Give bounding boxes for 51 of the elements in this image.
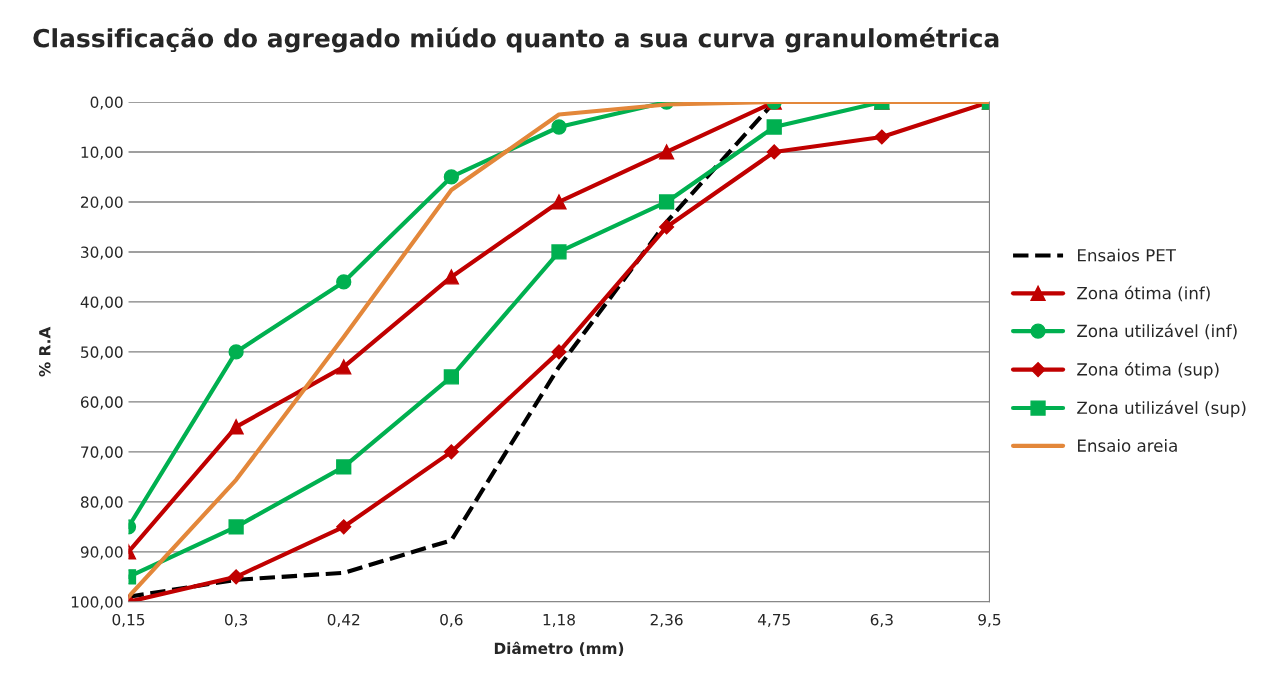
x-tick-label: 9,5 xyxy=(978,613,1001,627)
point xyxy=(443,444,459,460)
point xyxy=(336,459,352,475)
point xyxy=(228,569,244,585)
y-tick-label: 50,00 xyxy=(81,346,123,360)
y-tick-label: 80,00 xyxy=(80,496,123,510)
point xyxy=(228,519,244,535)
y-tick-label: 70,00 xyxy=(81,446,123,460)
point xyxy=(551,344,567,360)
x-axis-title: Diâmetro (mm) xyxy=(494,641,624,656)
point xyxy=(443,369,459,385)
y-tick-label: 0,00 xyxy=(90,96,123,110)
legend-label: Zona ótima (sup) xyxy=(1077,362,1219,379)
point xyxy=(658,144,675,160)
point xyxy=(551,119,567,135)
point xyxy=(228,419,244,435)
x-tick-label: 4,75 xyxy=(757,614,790,627)
point xyxy=(336,519,352,535)
point xyxy=(336,359,352,375)
x-tick-label: 0,15 xyxy=(112,613,145,627)
point xyxy=(874,129,890,145)
legend-label: Zona utilizável (inf) xyxy=(1077,323,1237,340)
point xyxy=(551,194,567,210)
y-tick-label: 30,00 xyxy=(81,246,123,260)
point xyxy=(658,194,675,210)
y-tick-label: 20,00 xyxy=(81,196,123,210)
point xyxy=(659,219,675,235)
y-tick-label: 90,00 xyxy=(80,546,123,560)
x-tick-label: 6,3 xyxy=(870,613,893,627)
legend-label: Ensaios PET xyxy=(1078,248,1176,262)
point xyxy=(443,169,459,185)
legend-label: Ensaio areia xyxy=(1078,438,1177,452)
x-tick-label: 0,3 xyxy=(224,613,248,627)
y-tick-label: 40,00 xyxy=(80,296,123,310)
point xyxy=(336,274,352,290)
point xyxy=(443,269,459,285)
x-tick-label: 0,6 xyxy=(440,613,463,627)
point xyxy=(766,119,782,135)
y-tick-label: 100,00 xyxy=(71,596,123,610)
y-tick-label: 10,00 xyxy=(81,146,123,160)
x-tick-label: 1,18 xyxy=(543,613,575,627)
y-axis-title: % R.A xyxy=(39,326,51,377)
point xyxy=(766,144,782,160)
legend-label: Zona ótima (inf) xyxy=(1077,285,1210,302)
point xyxy=(551,244,567,260)
x-tick-label: 2,36 xyxy=(650,613,683,627)
point xyxy=(228,344,244,360)
y-tick-label: 60,00 xyxy=(80,396,123,410)
legend-label: Zona utilizável (sup) xyxy=(1077,400,1246,418)
x-tick-label: 0,42 xyxy=(327,613,360,627)
chart-title: Classificação do agregado miúdo quanto a sua curva granulométrica xyxy=(33,27,999,53)
